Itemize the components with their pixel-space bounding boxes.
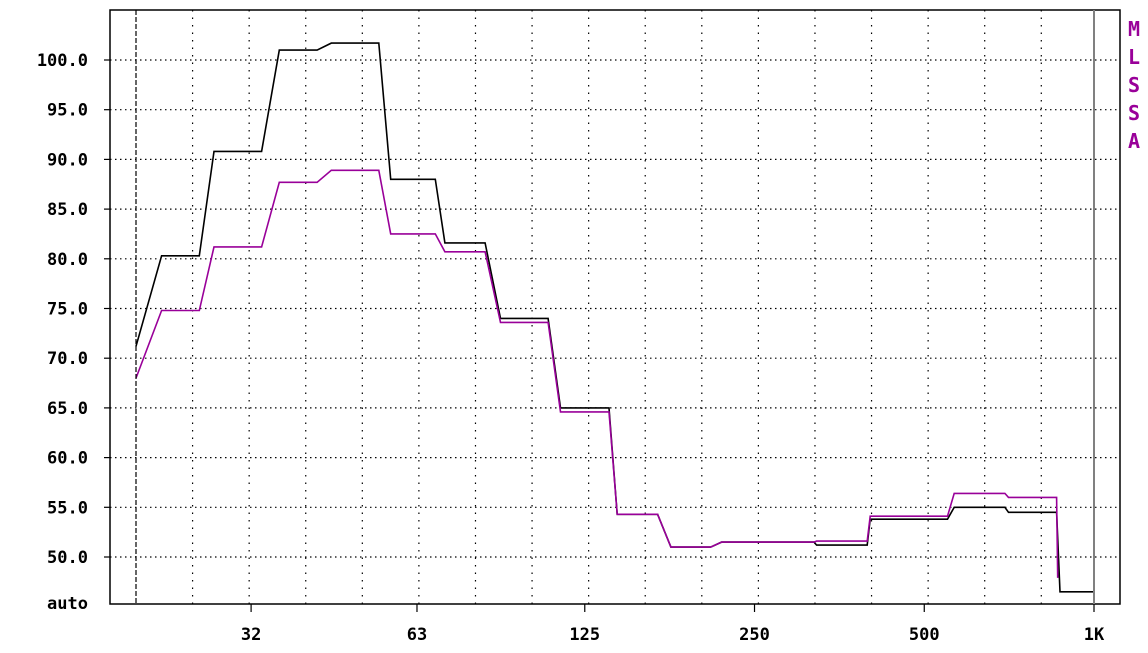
side-label-letter-0: M — [1128, 17, 1140, 41]
y-bottom-label: auto — [47, 594, 88, 614]
x-tick-label-0: 32 — [241, 625, 261, 645]
side-label-letter-4: A — [1128, 129, 1140, 153]
side-label-letter-1: L — [1128, 45, 1140, 69]
y-tick-label-10: 50.0 — [47, 548, 88, 568]
y-tick-label-7: 65.0 — [47, 399, 88, 419]
grid-layer — [110, 10, 1120, 604]
x-axis-ticks: 32 63 125 250 500 1K — [241, 604, 1105, 645]
x-tick-label-4: 500 — [909, 625, 940, 645]
y-tick-label-1: 95.0 — [47, 101, 88, 121]
y-tick-label-3: 85.0 — [47, 200, 88, 220]
x-tick-label-5: 1K — [1084, 625, 1105, 645]
x-tick-label-2: 125 — [569, 625, 600, 645]
plot-frame — [109, 9, 1121, 605]
y-tick-label-5: 75.0 — [47, 300, 88, 320]
side-label-letter-2: S — [1128, 73, 1140, 97]
y-tick-label-6: 70.0 — [47, 349, 88, 369]
series-layer — [135, 42, 1094, 593]
axes-layer — [109, 9, 1121, 605]
y-tick-label-9: 55.0 — [47, 498, 88, 518]
x-tick-label-1: 63 — [407, 625, 427, 645]
side-label-letter-3: S — [1128, 101, 1140, 125]
series-line-1 — [135, 169, 1059, 578]
y-tick-label-0: 100.0 — [37, 51, 88, 71]
y-tick-label-4: 80.0 — [47, 250, 88, 270]
x-tick-label-3: 250 — [739, 625, 770, 645]
y-axis-ticks: 100.0 95.0 90.0 85.0 80.0 75.0 70.0 65.0 60.0 55.… — [37, 51, 110, 568]
y-tick-label-2: 90.0 — [47, 150, 88, 170]
y-tick-label-8: 60.0 — [47, 449, 88, 469]
series-line-0 — [135, 42, 1094, 593]
